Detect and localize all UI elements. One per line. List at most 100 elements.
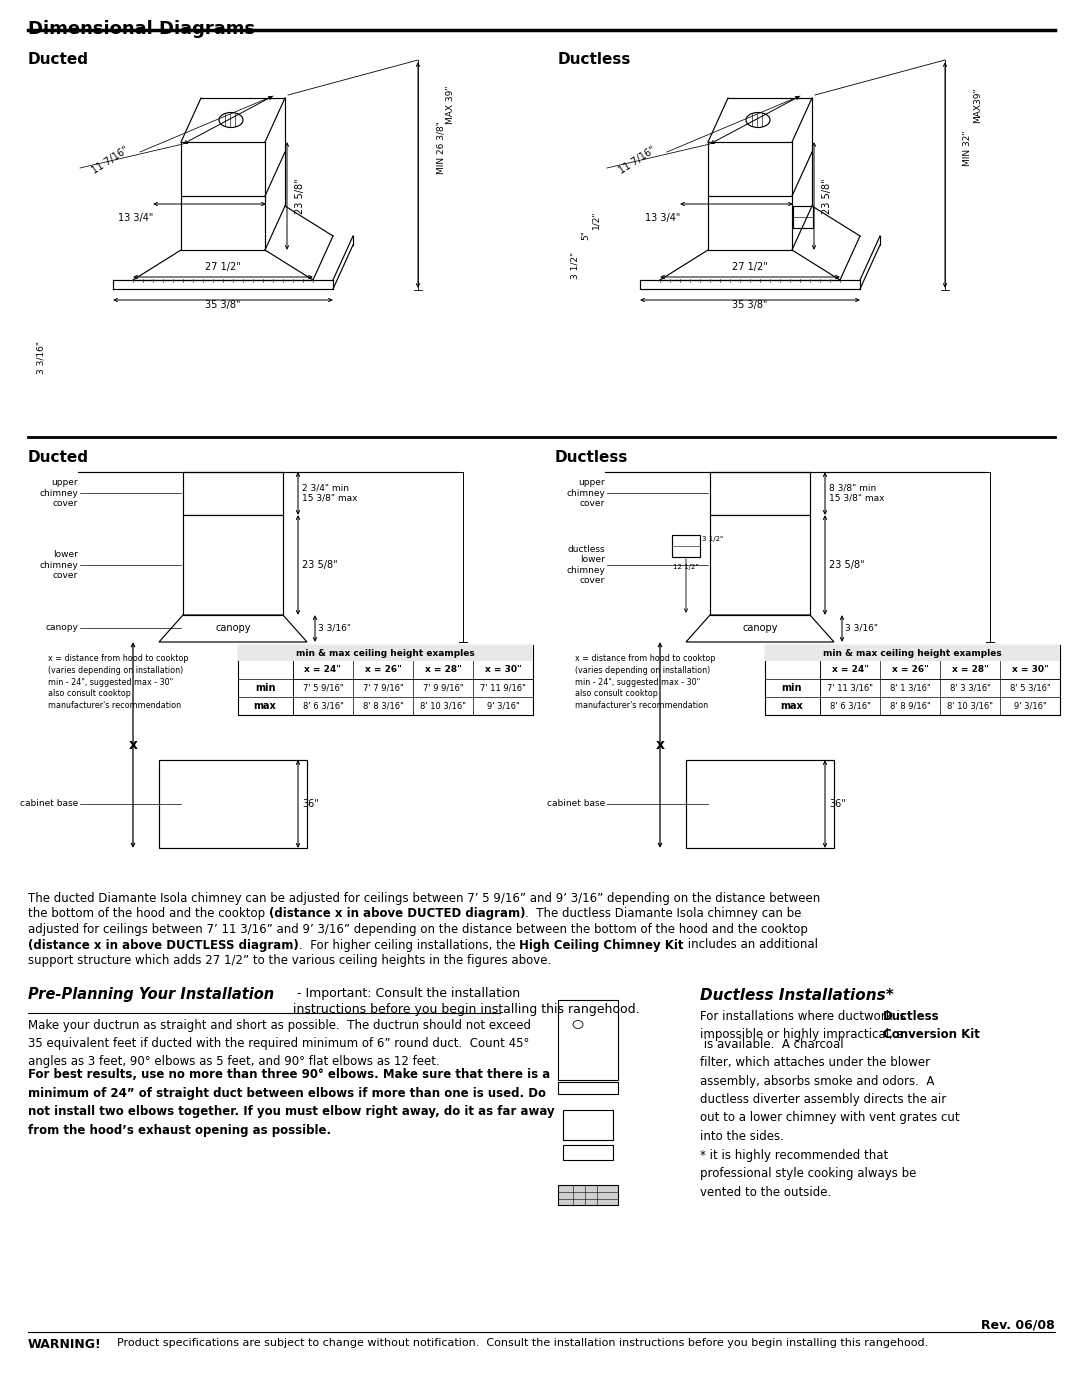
Text: (distance x in above DUCTED diagram): (distance x in above DUCTED diagram)	[269, 908, 525, 921]
Text: Make your ductrun as straight and short as possible.  The ductrun should not exc: Make your ductrun as straight and short …	[28, 1018, 531, 1069]
FancyBboxPatch shape	[563, 1109, 613, 1140]
Text: max: max	[254, 701, 276, 711]
Text: x = 28": x = 28"	[951, 665, 988, 675]
Text: WARNING!: WARNING!	[28, 1338, 102, 1351]
Text: 7' 11 9/16": 7' 11 9/16"	[481, 683, 526, 693]
Text: 23 5/8": 23 5/8"	[295, 179, 305, 214]
Text: .  For higher ceiling installations, the: . For higher ceiling installations, the	[299, 939, 519, 951]
Text: 8' 5 3/16": 8' 5 3/16"	[1010, 683, 1051, 693]
Text: MAX 39": MAX 39"	[446, 85, 455, 124]
Text: The ducted Diamante Isola chimney can be adjusted for ceilings between 7’ 5 9/16: The ducted Diamante Isola chimney can be…	[28, 893, 820, 905]
Text: 8' 1 3/16": 8' 1 3/16"	[890, 683, 930, 693]
Text: min: min	[255, 683, 275, 693]
FancyBboxPatch shape	[710, 472, 810, 515]
Text: 11 7/16": 11 7/16"	[90, 144, 131, 176]
Text: is available.  A charcoal
filter, which attaches under the blower
assembly, abso: is available. A charcoal filter, which a…	[700, 1038, 960, 1199]
Text: 27 1/2": 27 1/2"	[732, 263, 768, 272]
Text: Ducted: Ducted	[28, 450, 89, 465]
Text: 8 3/8" min
15 3/8" max: 8 3/8" min 15 3/8" max	[829, 483, 885, 503]
Text: Rev. 06/08: Rev. 06/08	[982, 1317, 1055, 1331]
Text: 5": 5"	[581, 231, 590, 240]
Text: cabinet base: cabinet base	[19, 799, 78, 809]
Text: 36": 36"	[302, 799, 319, 809]
Text: x = 26": x = 26"	[365, 665, 402, 675]
FancyBboxPatch shape	[765, 645, 1059, 661]
Text: upper
chimney
cover: upper chimney cover	[39, 478, 78, 509]
Text: min & max ceiling height examples: min & max ceiling height examples	[296, 648, 475, 658]
Text: For installations where ductwork is
impossible or highly impractical, a: For installations where ductwork is impo…	[700, 1010, 907, 1041]
Text: 3 3/16": 3 3/16"	[318, 623, 351, 633]
Text: 8' 8 3/16": 8' 8 3/16"	[363, 701, 404, 711]
Text: Dimensional Diagrams: Dimensional Diagrams	[28, 20, 255, 38]
Text: 8' 6 3/16": 8' 6 3/16"	[829, 701, 870, 711]
Text: 1/2": 1/2"	[591, 211, 600, 229]
Text: canopy: canopy	[742, 623, 778, 633]
Text: Ductless: Ductless	[555, 450, 629, 465]
Text: x = 24": x = 24"	[832, 665, 868, 675]
FancyBboxPatch shape	[238, 645, 534, 661]
Text: 35 3/8": 35 3/8"	[205, 300, 241, 310]
Text: the bottom of the hood and the cooktop: the bottom of the hood and the cooktop	[28, 908, 269, 921]
Text: 23 5/8": 23 5/8"	[822, 179, 832, 214]
Text: Ductless: Ductless	[558, 52, 632, 67]
Text: Pre-Planning Your Installation: Pre-Planning Your Installation	[28, 988, 274, 1003]
Text: x: x	[656, 738, 664, 752]
Text: upper
chimney
cover: upper chimney cover	[566, 478, 605, 509]
Text: min & max ceiling height examples: min & max ceiling height examples	[823, 648, 1002, 658]
Text: x = 30": x = 30"	[1012, 665, 1049, 675]
FancyBboxPatch shape	[558, 1081, 618, 1094]
Text: 7' 5 9/16": 7' 5 9/16"	[302, 683, 343, 693]
Text: Product specifications are subject to change without notification.  Consult the : Product specifications are subject to ch…	[110, 1338, 928, 1348]
Text: x = 28": x = 28"	[424, 665, 461, 675]
Text: 13 3/4": 13 3/4"	[119, 212, 153, 224]
Text: 8' 6 3/16": 8' 6 3/16"	[302, 701, 343, 711]
Text: 23 5/8": 23 5/8"	[302, 560, 338, 570]
Text: 9' 3/16": 9' 3/16"	[1014, 701, 1047, 711]
Text: Ductless
Conversion Kit: Ductless Conversion Kit	[883, 1010, 980, 1041]
Text: (distance x in above DUCTLESS diagram): (distance x in above DUCTLESS diagram)	[28, 939, 299, 951]
FancyBboxPatch shape	[793, 205, 813, 228]
Text: includes an additional: includes an additional	[684, 939, 818, 951]
Text: 35 3/8": 35 3/8"	[732, 300, 768, 310]
Text: x = 26": x = 26"	[892, 665, 929, 675]
Text: lower
chimney
cover: lower chimney cover	[39, 550, 78, 580]
FancyBboxPatch shape	[558, 1185, 618, 1204]
Text: 7' 9 9/16": 7' 9 9/16"	[422, 683, 463, 693]
Text: max: max	[781, 701, 804, 711]
Text: 36": 36"	[829, 799, 846, 809]
FancyBboxPatch shape	[183, 472, 283, 515]
FancyBboxPatch shape	[183, 515, 283, 615]
Text: Ductless Installations*: Ductless Installations*	[700, 988, 894, 1003]
Text: 23 5/8": 23 5/8"	[829, 560, 865, 570]
Text: For best results, use no more than three 90° elbows. Make sure that there is a
m: For best results, use no more than three…	[28, 1069, 555, 1137]
Text: support structure which adds 27 1/2” to the various ceiling heights in the figur: support structure which adds 27 1/2” to …	[28, 954, 551, 967]
Text: MIN 32": MIN 32"	[963, 130, 972, 166]
Text: x = 30": x = 30"	[485, 665, 522, 675]
Text: .  The ductless Diamante Isola chimney can be: . The ductless Diamante Isola chimney ca…	[525, 908, 801, 921]
Text: 2 3/4" min
15 3/8" max: 2 3/4" min 15 3/8" max	[302, 483, 357, 503]
Text: 3 1/2": 3 1/2"	[571, 251, 580, 278]
Text: adjusted for ceilings between 7’ 11 3/16” and 9’ 3/16” depending on the distance: adjusted for ceilings between 7’ 11 3/16…	[28, 923, 808, 936]
Text: x = distance from hood to cooktop
(varies depending on installation)
min - 24", : x = distance from hood to cooktop (varie…	[575, 654, 715, 710]
Text: 7' 11 3/16": 7' 11 3/16"	[827, 683, 873, 693]
FancyBboxPatch shape	[558, 999, 618, 1080]
Text: 27 1/2": 27 1/2"	[205, 263, 241, 272]
FancyBboxPatch shape	[238, 645, 534, 715]
Text: ductless
lower
chimney
cover: ductless lower chimney cover	[566, 545, 605, 585]
Text: 8' 8 9/16": 8' 8 9/16"	[890, 701, 930, 711]
Text: 12 1/2": 12 1/2"	[673, 564, 699, 570]
Text: min: min	[782, 683, 802, 693]
FancyBboxPatch shape	[159, 760, 307, 848]
FancyBboxPatch shape	[563, 1144, 613, 1160]
Text: 9' 3/16": 9' 3/16"	[487, 701, 519, 711]
Text: - Important: Consult the installation
instructions before you begin installing t: - Important: Consult the installation in…	[293, 988, 639, 1016]
Text: 7' 7 9/16": 7' 7 9/16"	[363, 683, 403, 693]
Text: MAX39": MAX39"	[973, 87, 982, 123]
Text: 8' 3 3/16": 8' 3 3/16"	[949, 683, 990, 693]
Text: 8' 10 3/16": 8' 10 3/16"	[947, 701, 993, 711]
Text: 13 3/4": 13 3/4"	[646, 212, 680, 224]
Text: 3 3/16": 3 3/16"	[845, 623, 878, 633]
Text: 3 1/2": 3 1/2"	[702, 536, 724, 542]
Text: High Ceiling Chimney Kit: High Ceiling Chimney Kit	[519, 939, 684, 951]
Text: x = 24": x = 24"	[305, 665, 341, 675]
